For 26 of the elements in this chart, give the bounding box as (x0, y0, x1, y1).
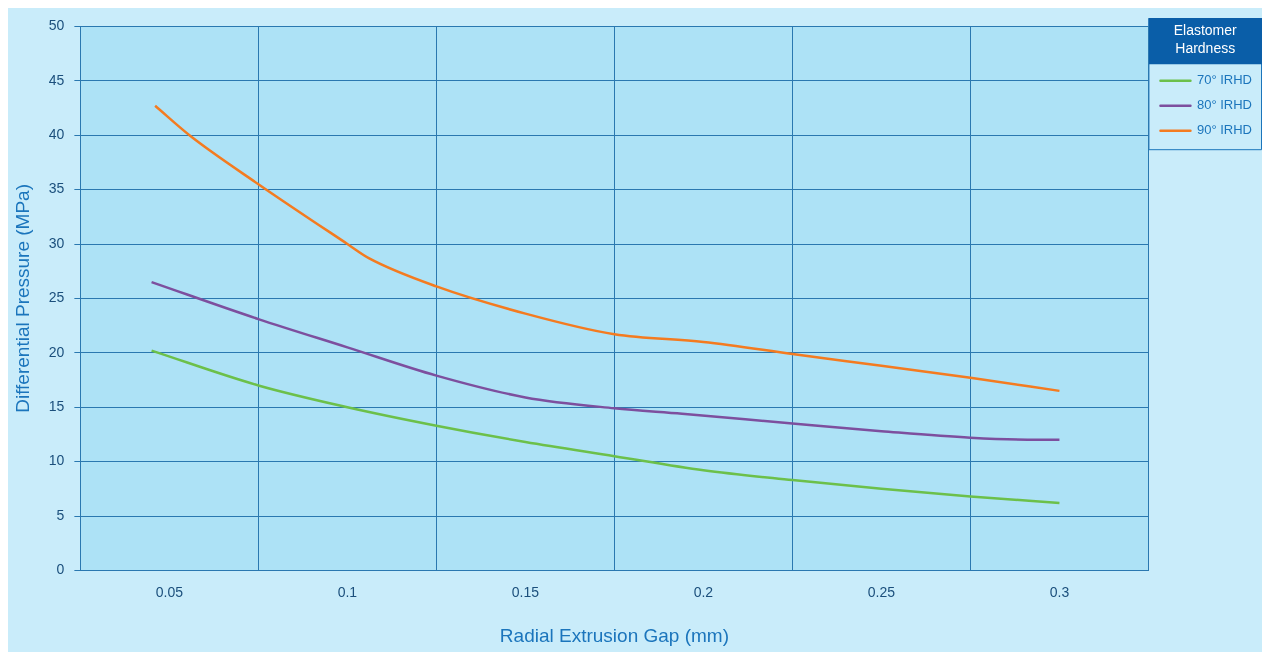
legend-label: 90° IRHD (1196, 122, 1252, 138)
y-tick-label: 45 (48, 71, 65, 88)
line-series (150, 280, 1061, 442)
x-tick-label: 0.05 (155, 583, 184, 600)
legend-label: 70° IRHD (1196, 72, 1252, 88)
y-tick-label: 30 (48, 234, 65, 251)
x-axis-title: Radial Extrusion Gap (mm) (499, 624, 729, 646)
y-tick-label: 5 (56, 506, 65, 523)
legend-title: Elastomer Hardness (1173, 21, 1238, 57)
y-tick-label: 20 (48, 343, 65, 360)
line-series (153, 104, 1061, 393)
y-tick-label: 10 (48, 452, 65, 469)
y-tick-label: 50 (48, 17, 65, 34)
x-tick-label: 0.1 (337, 583, 358, 600)
x-tick-label: 0.15 (511, 583, 540, 600)
y-tick-label: 15 (48, 398, 65, 415)
y-axis-title: Differential Pressure (MPa) (11, 184, 33, 413)
legend-label: 80° IRHD (1196, 97, 1252, 113)
line-series (150, 349, 1061, 505)
x-tick-label: 0.2 (693, 583, 714, 600)
x-tick-label: 0.25 (867, 583, 896, 600)
y-tick-label: 35 (48, 180, 65, 197)
x-tick-label: 0.3 (1049, 583, 1070, 600)
y-tick-label: 40 (48, 126, 65, 143)
y-tick-label: 25 (48, 289, 65, 306)
y-tick-label: 0 (56, 561, 65, 578)
